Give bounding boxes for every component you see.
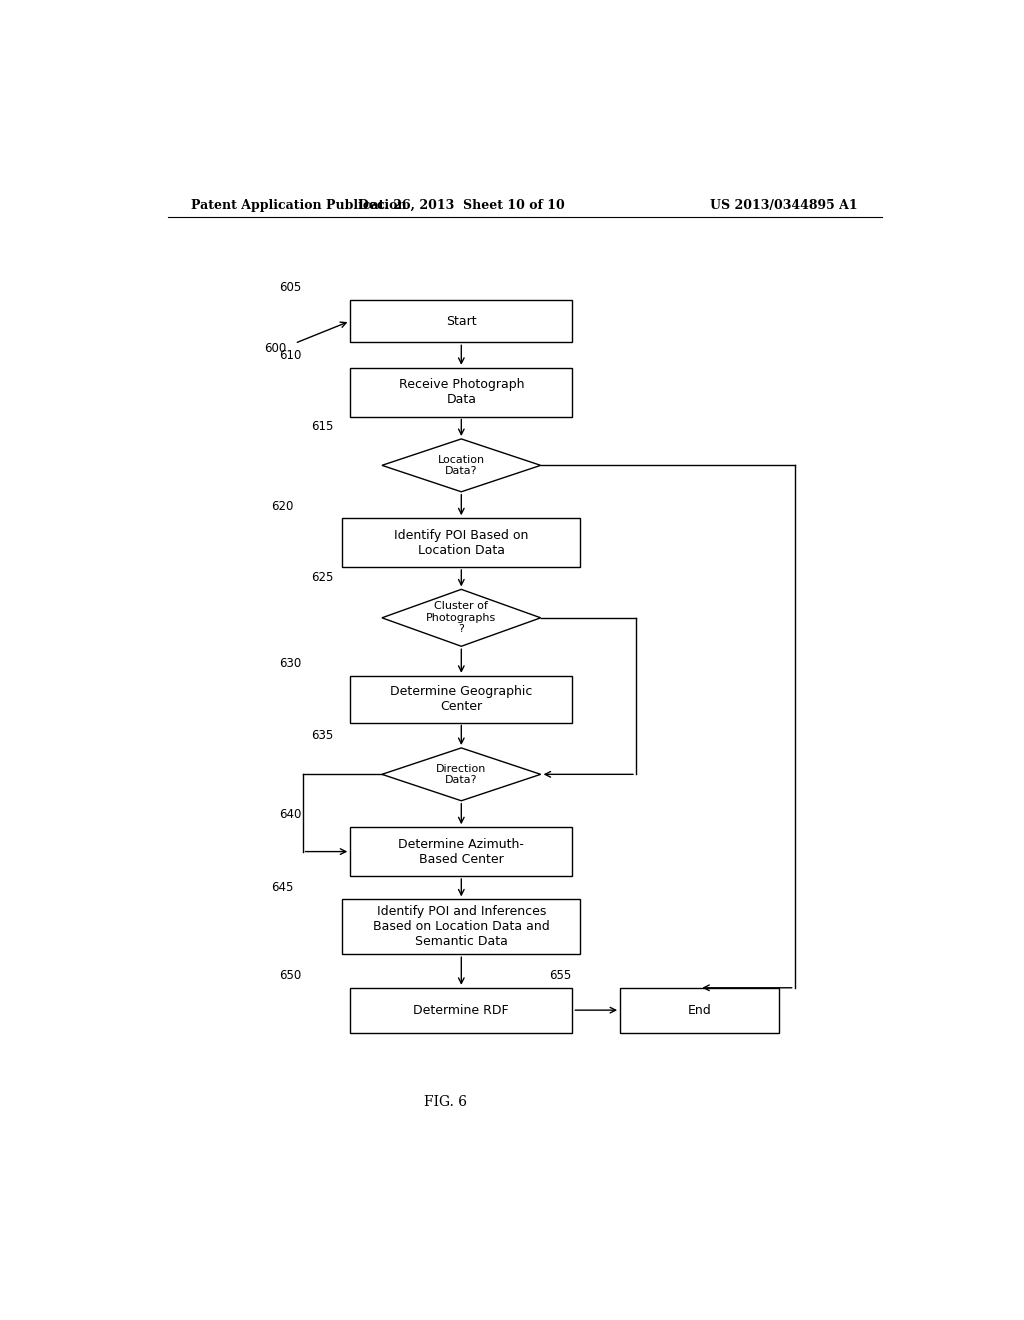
Text: 640: 640: [280, 808, 302, 821]
FancyBboxPatch shape: [342, 519, 581, 568]
Text: Location
Data?: Location Data?: [437, 454, 485, 477]
FancyBboxPatch shape: [342, 899, 581, 954]
Text: 655: 655: [550, 969, 571, 982]
FancyBboxPatch shape: [350, 676, 572, 722]
Polygon shape: [382, 589, 541, 647]
Text: Direction
Data?: Direction Data?: [436, 763, 486, 785]
Text: Determine Geographic
Center: Determine Geographic Center: [390, 685, 532, 713]
Text: End: End: [687, 1003, 712, 1016]
Text: 620: 620: [271, 499, 294, 512]
Text: 625: 625: [311, 570, 334, 583]
Text: Identify POI and Inferences
Based on Location Data and
Semantic Data: Identify POI and Inferences Based on Loc…: [373, 906, 550, 948]
Polygon shape: [382, 440, 541, 492]
Text: 615: 615: [311, 420, 334, 433]
Text: Receive Photograph
Data: Receive Photograph Data: [398, 378, 524, 407]
Text: Determine RDF: Determine RDF: [414, 1003, 509, 1016]
Text: 600: 600: [264, 342, 286, 355]
Text: Dec. 26, 2013  Sheet 10 of 10: Dec. 26, 2013 Sheet 10 of 10: [358, 198, 564, 211]
Text: 635: 635: [311, 729, 334, 742]
Polygon shape: [382, 748, 541, 801]
Text: Determine Azimuth-
Based Center: Determine Azimuth- Based Center: [398, 838, 524, 866]
FancyBboxPatch shape: [350, 987, 572, 1032]
Text: Patent Application Publication: Patent Application Publication: [191, 198, 407, 211]
Text: Start: Start: [446, 314, 476, 327]
Text: FIG. 6: FIG. 6: [424, 1094, 467, 1109]
Text: 630: 630: [280, 657, 302, 671]
Text: Identify POI Based on
Location Data: Identify POI Based on Location Data: [394, 528, 528, 557]
Text: 650: 650: [280, 969, 302, 982]
Text: Cluster of
Photographs
?: Cluster of Photographs ?: [426, 601, 497, 635]
FancyBboxPatch shape: [350, 368, 572, 417]
Text: 610: 610: [280, 348, 302, 362]
Text: 645: 645: [271, 880, 294, 894]
Text: US 2013/0344895 A1: US 2013/0344895 A1: [711, 198, 858, 211]
FancyBboxPatch shape: [620, 987, 779, 1032]
Text: 605: 605: [280, 281, 302, 294]
FancyBboxPatch shape: [350, 300, 572, 342]
FancyBboxPatch shape: [350, 828, 572, 876]
